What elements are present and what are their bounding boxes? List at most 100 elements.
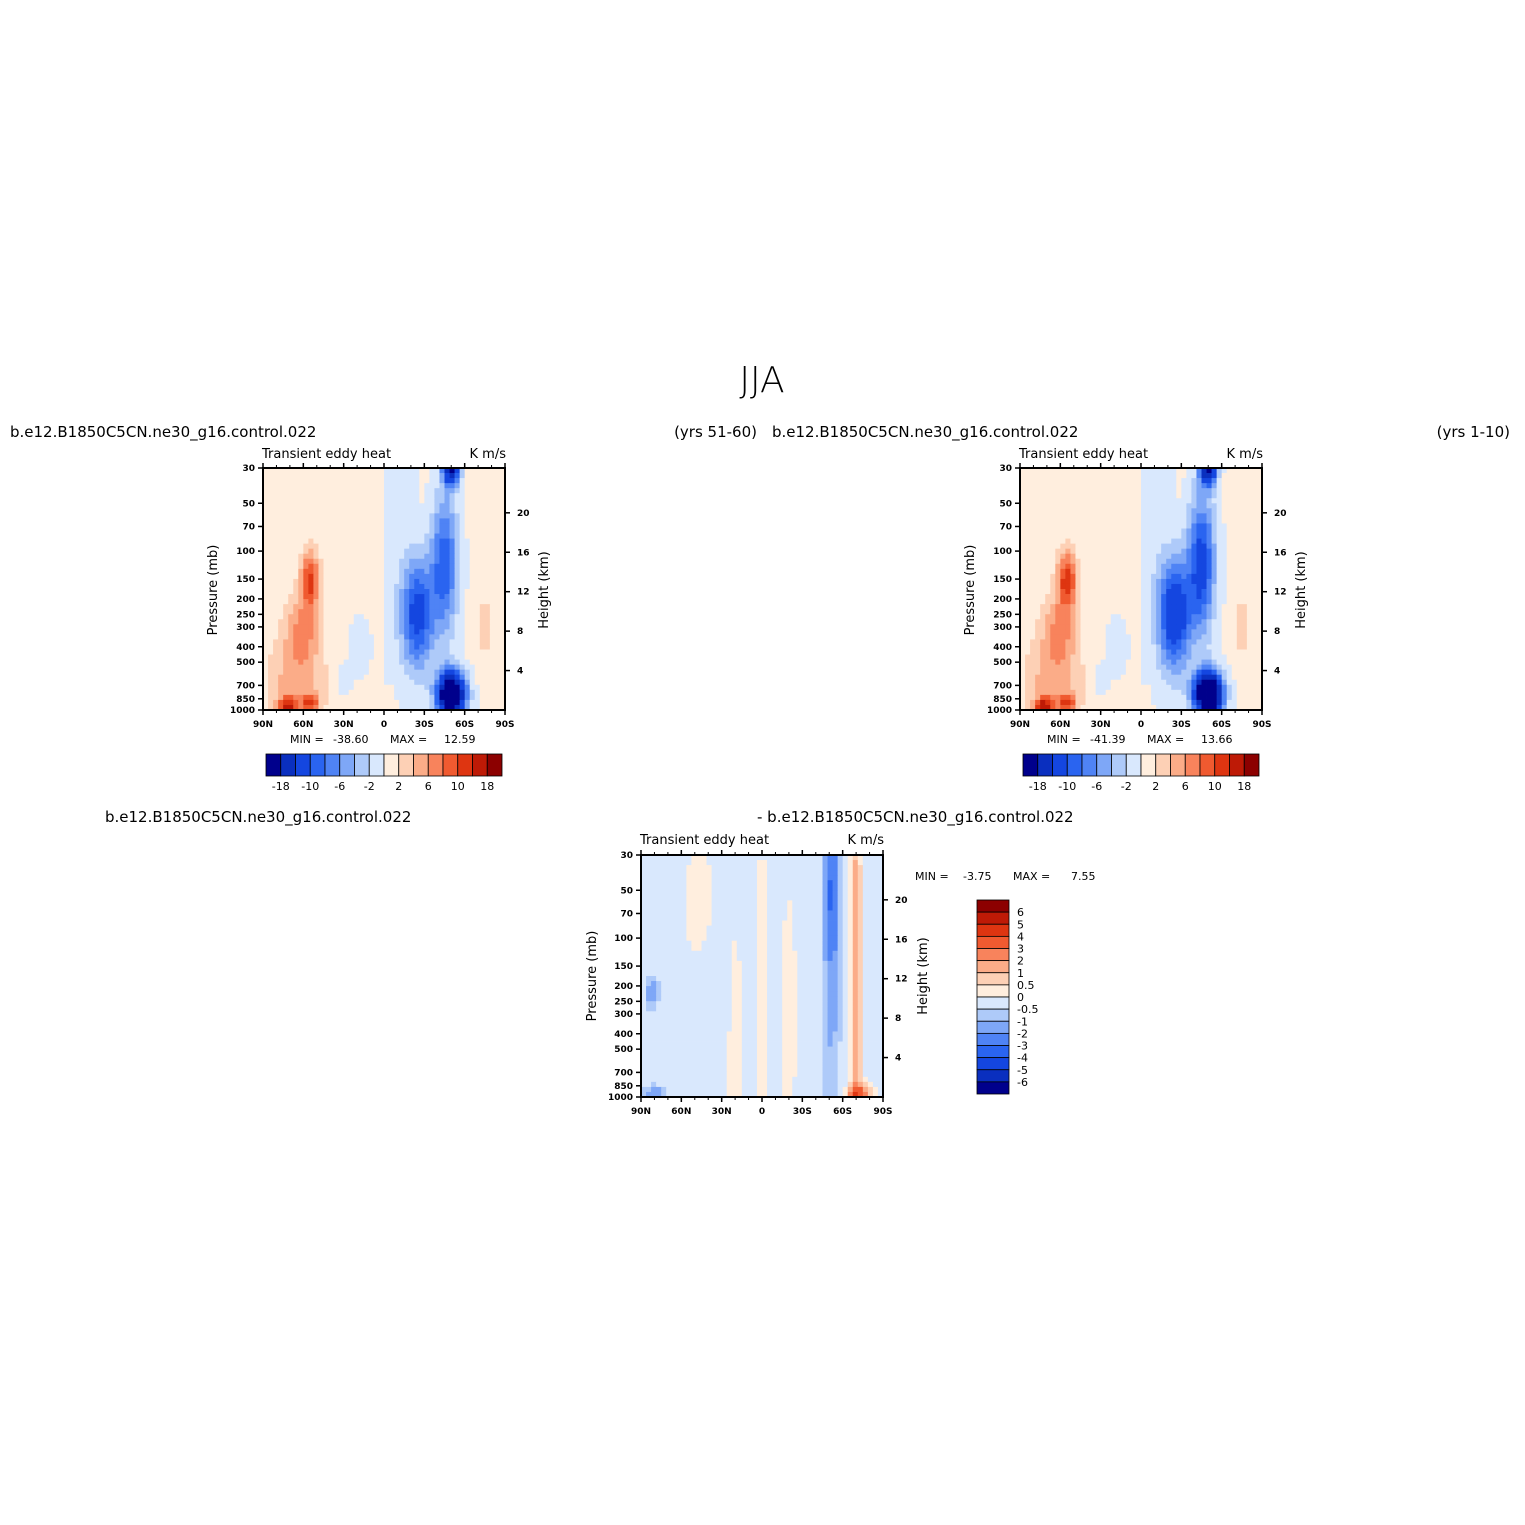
contour-cell [696,865,702,871]
contour-cell [1060,624,1066,630]
contour-cell [1060,528,1066,534]
contour-cell [1161,503,1167,509]
contour-cell [303,503,309,509]
contour-cell [1256,563,1263,570]
contour-cell [263,609,269,615]
contour-cell [1050,679,1056,686]
contour-cell [1100,594,1107,600]
contour-cell [1055,583,1061,590]
contour-cell [358,553,365,560]
contour-cell [439,699,445,706]
contour-cell [1035,669,1041,676]
contour-cell [1246,649,1253,655]
contour-cell [394,649,400,655]
contour-cell [1246,488,1253,494]
contour-cell [1030,669,1036,676]
contour-cell [389,543,395,550]
contour-cell [1100,553,1107,560]
contour-cell [1151,548,1157,555]
contour-cell [1216,594,1223,600]
contour-cell [1226,533,1233,539]
contour-cell [298,629,304,635]
contour-cell [1100,699,1107,706]
contour-cell [373,563,380,570]
contour-cell [1196,649,1202,655]
contour-cell [434,694,440,701]
contour-cell [1020,573,1026,580]
contour-cell [1231,694,1238,701]
contour-cell [1055,538,1061,545]
contour-cell [1141,528,1147,534]
contour-cell [429,664,435,671]
contour-cell [1186,468,1192,474]
contour-cell [298,488,304,494]
contour-cell [1135,508,1142,514]
contour-cell [358,689,365,696]
contour-cell [469,568,476,575]
contour-cell [656,855,662,861]
contour-cell [1035,684,1041,691]
contour-cell [1025,609,1031,615]
contour-cell [368,488,375,494]
contour-cell [263,573,269,580]
contour-cell [278,483,284,489]
contour-cell [394,624,400,630]
contour-cell [1141,503,1147,509]
contour-cell [283,614,289,620]
contour-cell [1176,689,1182,696]
contour-cell [1161,528,1167,534]
contour-cell [1236,468,1243,474]
contour-cell [1035,488,1041,494]
contour-cell [842,860,849,866]
contour-cell [384,629,390,635]
contour-cell [479,498,486,504]
contour-cell [1100,483,1107,489]
contour-cell [1125,483,1132,489]
contour-cell [278,614,284,620]
contour-cell [1171,508,1177,514]
contour-cell [1191,528,1197,534]
contour-cell [1095,498,1102,504]
contour-cell [1176,533,1182,539]
contour-cell [1090,694,1097,701]
contour-cell [308,478,314,484]
contour-cell [1035,619,1041,625]
contour-cell [1120,483,1127,489]
contour-cell [343,679,350,686]
contour-cell [1035,699,1041,706]
contour-cell [1221,694,1228,701]
contour-cell [1125,583,1132,590]
contour-cell [293,503,299,509]
contour-cell [1090,599,1097,605]
contour-cell [268,599,274,605]
contour-cell [1115,493,1122,499]
contour-cell [399,488,405,494]
contour-cell [499,468,506,474]
contour-cell [1251,493,1258,499]
contour-cell [479,689,486,696]
contour-cell [419,468,425,474]
contour-cell [424,533,430,539]
contour-cell [1020,568,1026,575]
contour-cell [1075,679,1081,686]
contour-cell [278,478,284,484]
contour-cell [1080,513,1086,519]
contour-cell [1221,599,1228,605]
contour-cell [1201,578,1207,585]
contour-cell [318,483,324,489]
contour-cell [1085,543,1091,550]
contour-cell [1171,543,1177,550]
contour-cell [1020,664,1026,671]
contour-cell [378,573,385,580]
contour-cell [313,553,319,560]
contour-cell [308,518,314,524]
contour-cell [394,604,400,610]
contour-cell [1216,568,1223,575]
contour-cell [1045,573,1051,580]
contour-cell [756,855,763,861]
contour-cell [303,649,309,655]
contour-cell [263,553,269,560]
y-tick-label: 300 [236,623,255,633]
colorbar-swatch [265,753,282,777]
contour-cell [787,855,793,861]
